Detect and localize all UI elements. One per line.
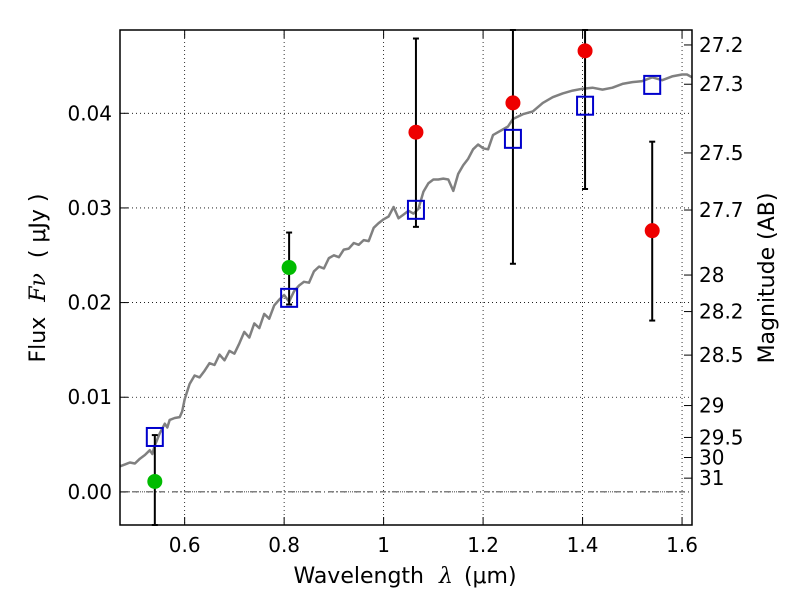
x-tick-label: 0.8 <box>268 533 300 557</box>
x-tick-label: 1 <box>377 533 390 557</box>
x-axis-ticks: 0.6 0.8 1 1.2 1.4 1.6 <box>169 30 698 557</box>
observed-flux-circle <box>577 43 593 59</box>
model-photometry-square <box>145 426 164 447</box>
grid-lines <box>120 30 692 525</box>
y-tick-label: 0.01 <box>67 385 112 409</box>
model-photometry-square <box>406 199 425 220</box>
model-spectrum-group <box>119 73 693 468</box>
y2-tick-label: 27.5 <box>699 141 744 165</box>
y2-tick-label: 28.5 <box>699 343 744 367</box>
model-spectrum-line <box>119 73 693 468</box>
x-axis-label-prefix: Wavelength <box>293 564 424 589</box>
model-photometry-square <box>503 128 522 149</box>
y2-tick-label: 28 <box>699 263 724 287</box>
x-axis-label-symbol: λ <box>438 564 453 589</box>
y2-tick-label: 27.2 <box>699 33 744 57</box>
y-tick-label: 0.03 <box>67 196 112 220</box>
y-axis-label-unit: ( μJy ) <box>26 193 51 258</box>
y-axis-label-symbol: Fν <box>26 273 51 303</box>
markers-group <box>145 43 662 489</box>
y2-tick-label: 31 <box>699 466 724 490</box>
observed-flux-circle <box>408 124 424 140</box>
error-bars-group <box>151 29 656 526</box>
y2-tick-label: 30 <box>699 446 724 470</box>
y-axis-label-prefix: Flux <box>26 317 51 363</box>
y-tick-label: 0.04 <box>67 101 112 125</box>
y2-axis-label: Magnitude (AB) <box>755 193 780 364</box>
model-photometry-square <box>280 287 299 308</box>
x-tick-label: 1.2 <box>467 533 499 557</box>
y-axis-ticks: 0.00 0.01 0.02 0.03 0.04 <box>67 101 128 504</box>
x-tick-label: 1.4 <box>567 533 599 557</box>
x-axis-label-unit: (μm) <box>464 564 517 589</box>
model-photometry-square <box>576 95 595 116</box>
observed-flux-circle <box>505 95 521 111</box>
y2-tick-label: 27.3 <box>699 72 744 96</box>
observed-flux-circle <box>644 223 660 239</box>
y2-tick-label: 29 <box>699 394 724 418</box>
y-tick-label: 0.00 <box>67 480 112 504</box>
y-tick-label: 0.02 <box>67 291 112 315</box>
x-axis-label: Wavelength λ (μm) <box>293 564 516 589</box>
y2-tick-label: 29.5 <box>699 425 744 449</box>
y-axis-label: Flux Fν ( μJy ) <box>26 193 51 362</box>
x-tick-label: 0.6 <box>169 533 201 557</box>
plot-frame <box>119 29 693 526</box>
observed-flux-circle <box>281 260 297 276</box>
y2-tick-label: 28.2 <box>699 300 744 324</box>
observed-flux-circle <box>147 473 163 489</box>
y2-tick-label: 27.7 <box>699 198 744 222</box>
x-tick-label: 1.6 <box>666 533 698 557</box>
model-photometry-square <box>643 74 662 95</box>
